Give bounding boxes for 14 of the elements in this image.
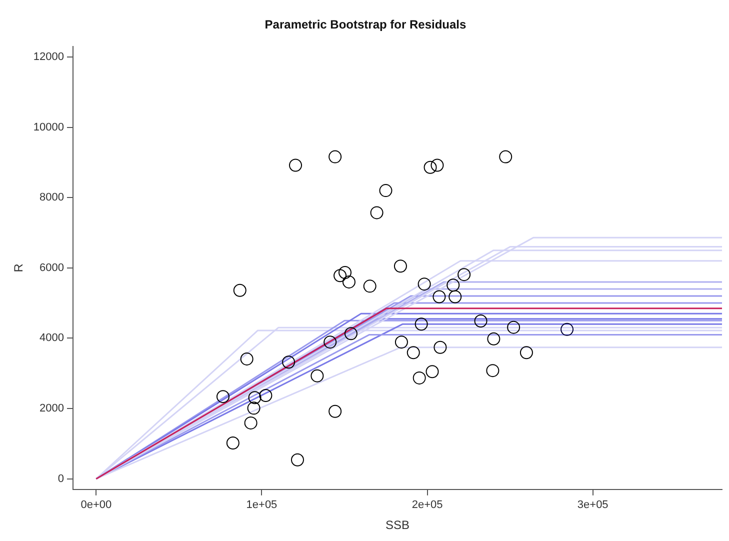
y-tick-label: 2000	[40, 402, 64, 415]
y-tick-label: 12000	[33, 50, 64, 63]
x-tick-label: 1e+05	[246, 499, 278, 512]
x-tick-label: 2e+05	[412, 499, 443, 512]
y-tick-label: 8000	[40, 192, 64, 204]
chart-title: Parametric Bootstrap for Residuals	[264, 18, 467, 32]
x-tick-label: 0e+00	[80, 499, 112, 512]
x-tick-label: 3e+05	[577, 499, 608, 512]
y-tick-label: 10000	[33, 121, 64, 134]
y-tick-label: 0	[58, 472, 64, 485]
y-tick-label: 6000	[40, 262, 64, 274]
x-axis-title: SSB	[385, 518, 410, 532]
y-tick-label: 4000	[40, 332, 64, 344]
y-axis-title: R	[12, 263, 26, 272]
